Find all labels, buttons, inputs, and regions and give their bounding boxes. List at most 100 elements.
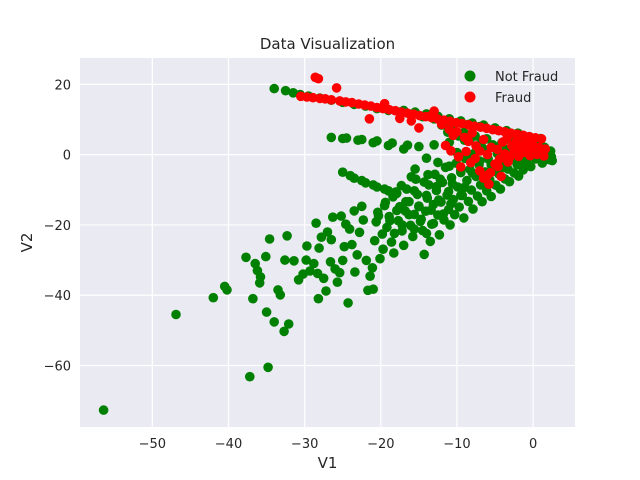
data-point-fraud xyxy=(493,161,503,172)
x-axis-label: V1 xyxy=(318,454,338,472)
data-point-not-fraud xyxy=(547,155,557,166)
data-point-not-fraud xyxy=(305,266,315,276)
data-point-not-fraud xyxy=(325,257,336,267)
data-point-fraud xyxy=(463,136,474,147)
y-tick-label: −20 xyxy=(44,219,71,234)
data-point-fraud xyxy=(475,146,485,156)
data-point-fraud xyxy=(492,144,503,155)
data-point-not-fraud xyxy=(377,229,388,239)
data-point-fraud xyxy=(453,152,464,162)
data-point-fraud xyxy=(436,119,447,130)
data-point-not-fraud xyxy=(248,293,258,304)
data-point-not-fraud xyxy=(385,215,395,226)
data-point-fraud xyxy=(452,127,462,137)
data-point-not-fraud xyxy=(388,192,398,202)
data-point-not-fraud xyxy=(389,228,400,239)
data-points xyxy=(98,72,557,415)
x-tick-label: −40 xyxy=(215,437,242,452)
data-point-not-fraud xyxy=(423,169,433,180)
data-point-not-fraud xyxy=(373,211,384,221)
data-point-not-fraud xyxy=(389,248,399,258)
data-point-not-fraud xyxy=(410,164,420,174)
data-point-not-fraud xyxy=(526,161,536,172)
data-point-not-fraud xyxy=(446,199,456,209)
data-point-not-fraud xyxy=(396,180,407,191)
data-point-not-fraud xyxy=(311,218,321,228)
data-point-not-fraud xyxy=(314,243,324,253)
data-point-not-fraud xyxy=(98,405,109,415)
x-tick-label: −20 xyxy=(367,437,394,452)
data-point-not-fraud xyxy=(406,172,417,182)
data-point-not-fraud xyxy=(349,173,360,183)
data-point-not-fraud xyxy=(428,218,439,229)
data-point-not-fraud xyxy=(245,371,255,382)
data-point-fraud xyxy=(456,162,466,172)
y-tick-label: 20 xyxy=(54,78,71,93)
data-point-not-fraud xyxy=(459,213,469,223)
data-point-fraud xyxy=(502,133,512,143)
data-point-not-fraud xyxy=(367,263,378,273)
data-point-fraud xyxy=(503,157,513,167)
data-point-not-fraud xyxy=(282,231,292,241)
data-point-not-fraud xyxy=(350,267,360,277)
data-point-not-fraud xyxy=(289,255,299,266)
data-point-not-fraud xyxy=(321,286,331,296)
data-point-not-fraud xyxy=(421,228,432,239)
data-point-not-fraud xyxy=(365,271,375,282)
data-point-fraud xyxy=(496,171,506,182)
data-point-not-fraud xyxy=(449,209,460,220)
data-point-not-fraud xyxy=(402,140,413,150)
data-point-not-fraud xyxy=(435,174,446,184)
data-point-fraud xyxy=(406,116,417,126)
data-point-fraud xyxy=(379,98,390,109)
data-point-fraud xyxy=(536,134,547,144)
data-point-not-fraud xyxy=(255,272,266,282)
data-point-not-fraud xyxy=(433,157,443,168)
y-tick-label: −60 xyxy=(44,360,71,375)
data-point-not-fraud xyxy=(401,196,411,207)
data-point-not-fraud xyxy=(409,186,420,196)
data-point-not-fraud xyxy=(357,134,367,145)
chart-title: Data Visualization xyxy=(260,35,395,53)
y-axis-label: V2 xyxy=(18,233,36,253)
data-point-not-fraud xyxy=(347,239,357,250)
legend-marker-not-fraud xyxy=(464,70,476,82)
data-point-not-fraud xyxy=(414,141,424,152)
data-point-fraud xyxy=(470,153,481,164)
data-point-not-fraud xyxy=(443,186,454,197)
legend-label-not-fraud: Not Fraud xyxy=(495,70,558,85)
data-point-not-fraud xyxy=(463,196,474,207)
data-point-not-fraud xyxy=(386,237,397,247)
data-point-fraud xyxy=(478,173,489,183)
data-point-not-fraud xyxy=(431,181,442,192)
data-point-not-fraud xyxy=(368,284,379,295)
x-tick-labels: −50 −40 −30 −20 −10 0 xyxy=(139,437,538,452)
data-point-not-fraud xyxy=(349,206,360,216)
data-point-not-fraud xyxy=(337,255,348,266)
data-point-not-fraud xyxy=(275,290,286,300)
data-point-not-fraud xyxy=(408,231,418,242)
data-point-fraud xyxy=(540,144,551,154)
data-point-fraud xyxy=(308,92,318,103)
data-point-not-fraud xyxy=(334,267,345,278)
data-point-fraud xyxy=(313,73,324,84)
data-point-not-fraud xyxy=(426,205,436,215)
data-point-fraud xyxy=(364,114,375,124)
x-tick-label: −50 xyxy=(139,437,166,452)
data-point-not-fraud xyxy=(339,241,350,252)
data-point-not-fraud xyxy=(459,182,470,193)
data-point-not-fraud xyxy=(414,201,424,211)
data-point-not-fraud xyxy=(322,227,333,237)
data-point-fraud xyxy=(467,128,478,138)
data-point-not-fraud xyxy=(301,255,312,265)
y-tick-labels: −60 −40 −20 0 20 xyxy=(44,78,71,374)
data-point-not-fraud xyxy=(269,317,280,327)
data-point-not-fraud xyxy=(438,209,449,219)
data-point-not-fraud xyxy=(354,227,365,238)
data-point-not-fraud xyxy=(445,220,455,230)
data-point-not-fraud xyxy=(318,273,329,284)
data-point-not-fraud xyxy=(378,244,388,254)
data-point-not-fraud xyxy=(387,138,398,148)
data-point-not-fraud xyxy=(208,292,219,303)
